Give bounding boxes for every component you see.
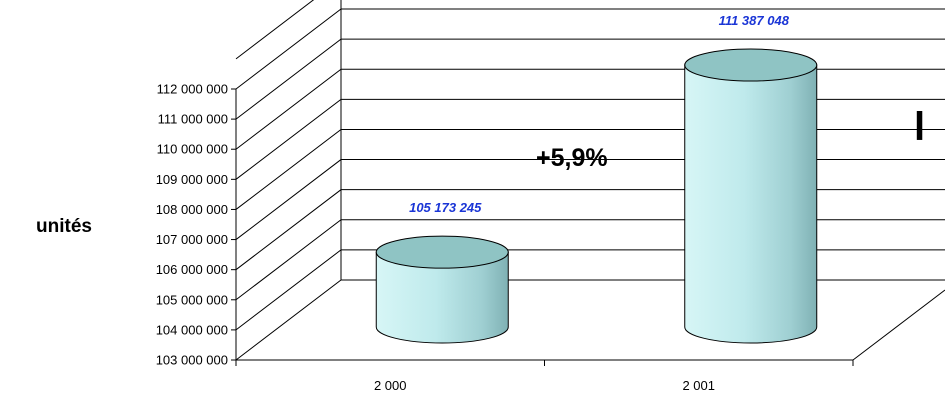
legend-fragment: l — [914, 105, 925, 149]
gridline — [235, 38, 945, 120]
y-tick-label: 103 000 000 — [156, 353, 228, 368]
gridline — [235, 0, 315, 60]
y-tick-label: 105 000 000 — [156, 292, 228, 307]
bar-body — [684, 64, 818, 344]
gridline — [235, 8, 945, 90]
x-tick-label: 2 000 — [374, 378, 407, 393]
data-label: 105 173 245 — [409, 200, 482, 215]
y-tick-label: 106 000 000 — [156, 262, 228, 277]
bar: 111 387 048 — [684, 13, 818, 344]
bar-top — [375, 235, 509, 269]
y-tick-label: 110 000 000 — [157, 142, 228, 157]
gridline — [235, 68, 945, 150]
bar-body — [375, 251, 509, 344]
y-axis-label: unités — [36, 216, 92, 237]
y-tick-label: 112 000 000 — [157, 82, 228, 97]
floor-back-edge — [235, 279, 945, 361]
bar-top — [684, 48, 818, 82]
x-tick-label: 2 001 — [682, 378, 715, 393]
gridline — [235, 189, 945, 271]
growth-annotation: +5,9% — [536, 144, 608, 172]
y-tick-label: 107 000 000 — [156, 232, 228, 247]
y-tick-label: 111 000 000 — [158, 112, 228, 127]
floor-right-edge — [852, 289, 945, 361]
y-axis-ticks: 103 000 000 104 000 000 105 000 000 106 000… — [156, 82, 236, 368]
x-axis-ticks: 2 000 2 001 — [235, 360, 854, 393]
gridlines — [235, 0, 945, 361]
bar: 105 173 245 — [375, 200, 509, 344]
y-tick-label: 109 000 000 — [156, 172, 228, 187]
gridline — [235, 249, 945, 331]
data-label: 111 387 048 — [719, 13, 790, 28]
y-tick-label: 108 000 000 — [156, 202, 228, 217]
y-tick-label: 104 000 000 — [156, 322, 228, 337]
bars: 105 173 245 111 387 048 — [375, 13, 818, 344]
gridline — [235, 219, 945, 301]
